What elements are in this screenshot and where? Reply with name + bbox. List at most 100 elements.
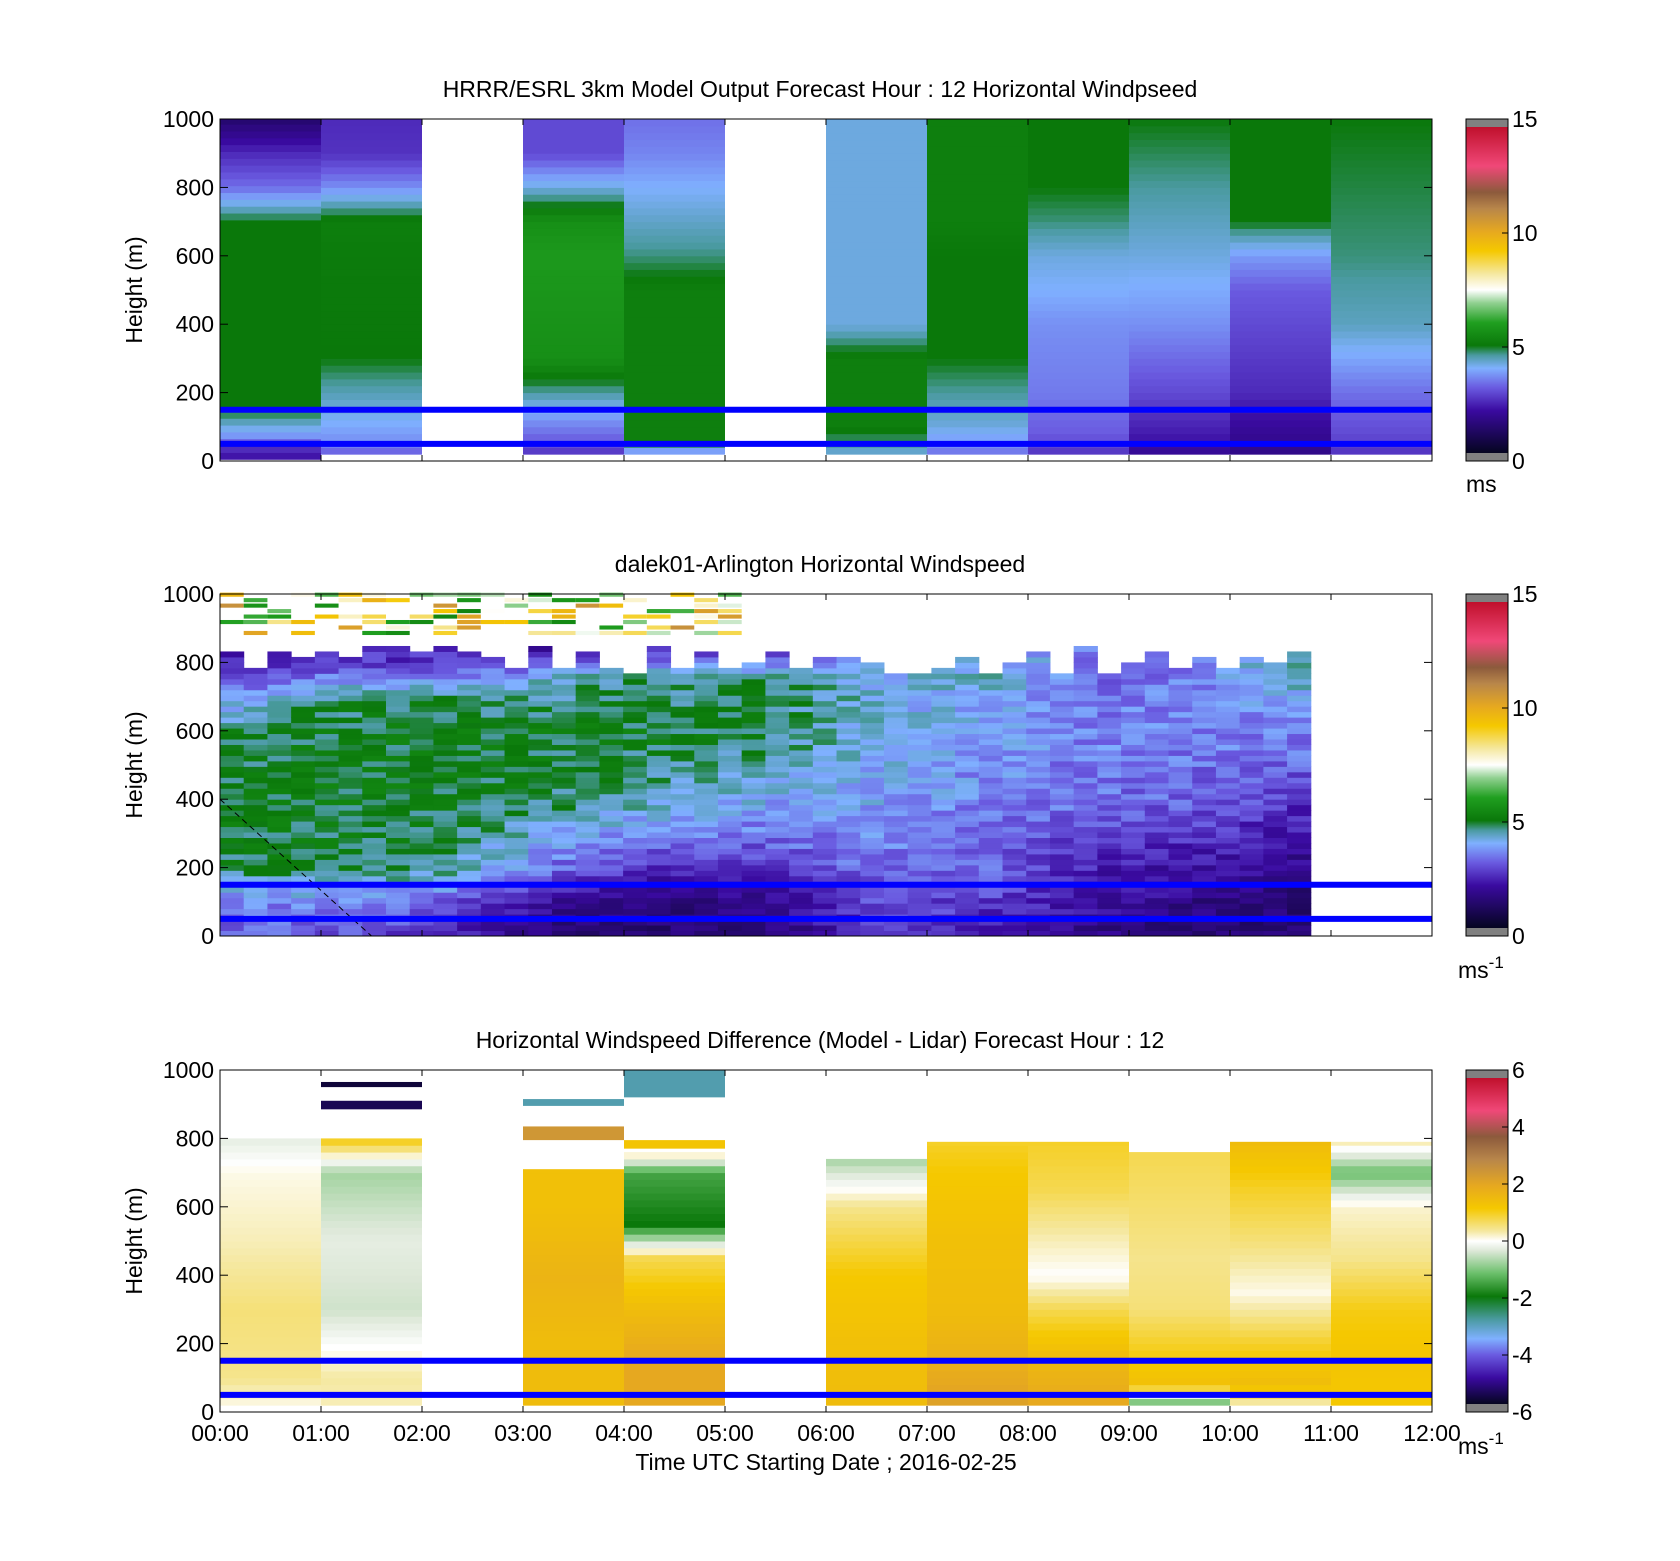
heatmap-cell xyxy=(314,744,340,751)
heatmap-sparse-cell xyxy=(220,619,244,625)
heatmap-cell xyxy=(1230,180,1331,188)
heatmap-cell xyxy=(955,799,980,806)
heatmap-cell xyxy=(220,728,245,735)
heatmap-cell xyxy=(385,870,411,877)
heatmap-cell xyxy=(1215,842,1241,849)
x-tick-label: 05:00 xyxy=(696,1420,754,1446)
heatmap-cell xyxy=(1028,1152,1129,1160)
heatmap-cell xyxy=(1129,1288,1230,1297)
heatmap-cell xyxy=(624,262,725,270)
heatmap-cell xyxy=(314,728,340,735)
heatmap-cell xyxy=(765,842,790,849)
heatmap-cell xyxy=(907,695,932,702)
heatmap-cell xyxy=(1073,842,1098,849)
heatmap-cell xyxy=(599,673,624,680)
heatmap-cell xyxy=(1121,739,1146,745)
heatmap-cell xyxy=(955,695,980,702)
heatmap-cell xyxy=(362,837,387,844)
heatmap-cell xyxy=(528,717,553,724)
heatmap-cell xyxy=(741,782,766,789)
heatmap-cell xyxy=(1144,700,1170,707)
heatmap-cell xyxy=(623,897,648,904)
heatmap-cell xyxy=(1331,324,1432,332)
heatmap-cell xyxy=(220,178,321,187)
heatmap-cell xyxy=(1121,766,1146,773)
heatmap-cell xyxy=(385,771,411,778)
heatmap-cell xyxy=(826,419,927,428)
heatmap-cell xyxy=(321,180,422,188)
heatmap-cell xyxy=(523,283,624,291)
heatmap-cell xyxy=(670,870,695,877)
heatmap-cell xyxy=(1263,908,1288,915)
heatmap-cell xyxy=(1049,717,1075,724)
heatmap-cell xyxy=(267,656,292,663)
heatmap-cell xyxy=(362,777,387,784)
heatmap-cell xyxy=(1239,908,1264,915)
heatmap-cell xyxy=(646,903,672,910)
heatmap-cell xyxy=(385,739,411,745)
heatmap-cell xyxy=(291,749,316,756)
heatmap-cell xyxy=(927,262,1028,270)
heatmap-cell xyxy=(523,262,624,270)
heatmap-cell xyxy=(1230,303,1331,312)
heatmap-cell xyxy=(362,886,387,893)
heatmap-cell xyxy=(1002,673,1027,680)
heatmap-cell xyxy=(1028,303,1129,312)
heatmap-cell xyxy=(1028,1282,1129,1290)
heatmap-cell xyxy=(646,645,672,652)
heatmap-cell xyxy=(1331,303,1432,312)
heatmap-sparse-cell xyxy=(670,625,695,630)
heatmap-cell xyxy=(220,315,321,323)
heatmap-sparse-cell xyxy=(646,630,671,636)
heatmap-cell xyxy=(1331,1172,1432,1180)
heatmap-cell xyxy=(480,739,506,745)
heatmap-cell xyxy=(321,1323,422,1331)
heatmap-cell xyxy=(220,363,321,371)
heatmap-cell xyxy=(220,678,245,685)
heatmap-cell xyxy=(670,903,695,910)
heatmap-cell xyxy=(220,322,321,330)
heatmap-cell xyxy=(575,837,600,844)
heatmap-cell xyxy=(978,739,1004,745)
heatmap-cell xyxy=(1287,870,1312,877)
heatmap-cell xyxy=(624,1323,725,1331)
heatmap-cell xyxy=(955,903,980,910)
heatmap-sparse-cell xyxy=(243,614,268,619)
heatmap-cell xyxy=(826,146,927,154)
heatmap-cell xyxy=(931,864,956,871)
heatmap-cell xyxy=(1129,139,1230,147)
heatmap-cell xyxy=(220,151,321,159)
heatmap-cell xyxy=(528,892,553,899)
heatmap-cell xyxy=(243,832,268,839)
heatmap-cell xyxy=(220,1213,321,1221)
heatmap-cell xyxy=(314,919,340,926)
heatmap-cell xyxy=(291,777,316,784)
heatmap-cell xyxy=(1049,695,1075,702)
heatmap-cell xyxy=(480,684,506,691)
heatmap-cell xyxy=(551,728,577,735)
heatmap-cell xyxy=(670,717,695,724)
heatmap-cell xyxy=(927,399,1028,407)
heatmap-cell xyxy=(717,673,743,680)
heatmap-cell xyxy=(812,744,838,751)
heatmap-cell xyxy=(1215,673,1241,680)
heatmap-cell xyxy=(1263,815,1288,822)
heatmap-cell xyxy=(321,1398,422,1406)
heatmap-cell xyxy=(927,228,1028,236)
heatmap-cell xyxy=(551,760,577,767)
heatmap-cell xyxy=(1028,119,1129,127)
colorbar-tick-label: -6 xyxy=(1512,1399,1532,1425)
heatmap-cell xyxy=(1239,749,1264,756)
heatmap-cell xyxy=(551,706,577,713)
heatmap-cell xyxy=(528,875,553,882)
heatmap-cell xyxy=(624,235,725,243)
heatmap-cell xyxy=(826,139,927,147)
heatmap-cell xyxy=(409,925,434,932)
heatmap-cell xyxy=(480,826,506,833)
panel-model-colorbar-unit: ms xyxy=(1466,471,1497,497)
heatmap-cell xyxy=(1026,651,1051,658)
heatmap-cell xyxy=(1049,799,1075,806)
heatmap-cell xyxy=(623,771,648,778)
heatmap-cell xyxy=(321,1165,422,1174)
